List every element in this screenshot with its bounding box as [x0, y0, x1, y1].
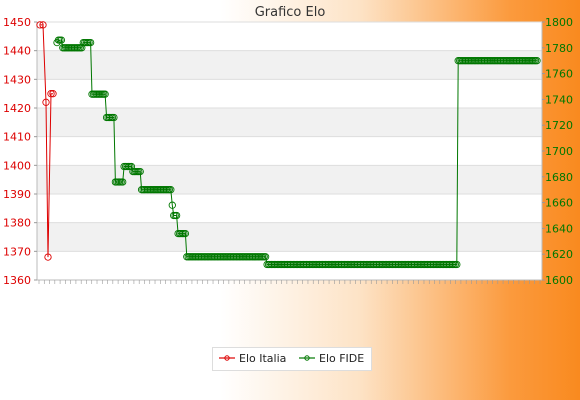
y-right-tick-label: 1700	[545, 145, 573, 158]
y-left-tick-label: 1420	[3, 102, 31, 115]
y-left-tick-label: 1370	[3, 245, 31, 258]
data-point	[181, 229, 190, 238]
y-right-tick-label: 1740	[545, 93, 573, 106]
data-point	[168, 201, 176, 209]
data-point	[42, 98, 50, 106]
data-point	[453, 260, 461, 269]
legend: Elo Italia Elo FIDE	[212, 347, 372, 371]
y-left-tick-label: 1410	[3, 131, 31, 144]
y-left-tick-label: 1450	[3, 16, 31, 29]
data-point	[119, 178, 127, 186]
data-point	[167, 186, 175, 194]
y-left-tick-label: 1360	[3, 274, 31, 287]
y-right-tick-label: 1620	[545, 248, 573, 261]
legend-fide-label: Elo FIDE	[319, 352, 365, 365]
y-right-tick-label: 1760	[545, 68, 573, 81]
y-left-tick-label: 1380	[3, 217, 31, 230]
data-point	[101, 90, 109, 98]
chart-title: Grafico Elo	[254, 5, 326, 20]
data-point	[110, 113, 118, 122]
data-point	[47, 90, 55, 98]
y-right-tick-label: 1720	[545, 119, 573, 132]
data-point	[57, 36, 66, 44]
grid-band	[37, 50, 542, 80]
series-line-0	[40, 24, 53, 258]
data-point	[44, 253, 52, 261]
data-point	[261, 253, 270, 261]
y-left-tick-label: 1390	[3, 188, 31, 201]
legend-italia-swatch	[219, 353, 235, 363]
data-point	[39, 21, 47, 29]
data-point	[172, 211, 181, 220]
data-point	[86, 38, 95, 47]
data-point	[136, 167, 144, 176]
y-right-tick-label: 1600	[545, 274, 573, 287]
legend-italia-label: Elo Italia	[239, 352, 287, 365]
data-point	[533, 57, 541, 65]
y-right-tick-label: 1780	[545, 42, 573, 55]
legend-fide-swatch	[299, 353, 315, 363]
y-left-tick-label: 1440	[3, 45, 31, 58]
y-left-tick-label: 1400	[3, 159, 31, 172]
grid-band	[37, 222, 542, 252]
y-left-tick-label: 1430	[3, 73, 31, 86]
data-point	[49, 90, 57, 98]
y-right-tick-label: 1640	[545, 222, 573, 235]
y-right-tick-label: 1660	[545, 197, 573, 210]
y-right-tick-label: 1680	[545, 171, 573, 184]
data-point	[36, 21, 44, 29]
grid-band	[37, 108, 542, 137]
y-right-tick-label: 1800	[545, 16, 573, 29]
